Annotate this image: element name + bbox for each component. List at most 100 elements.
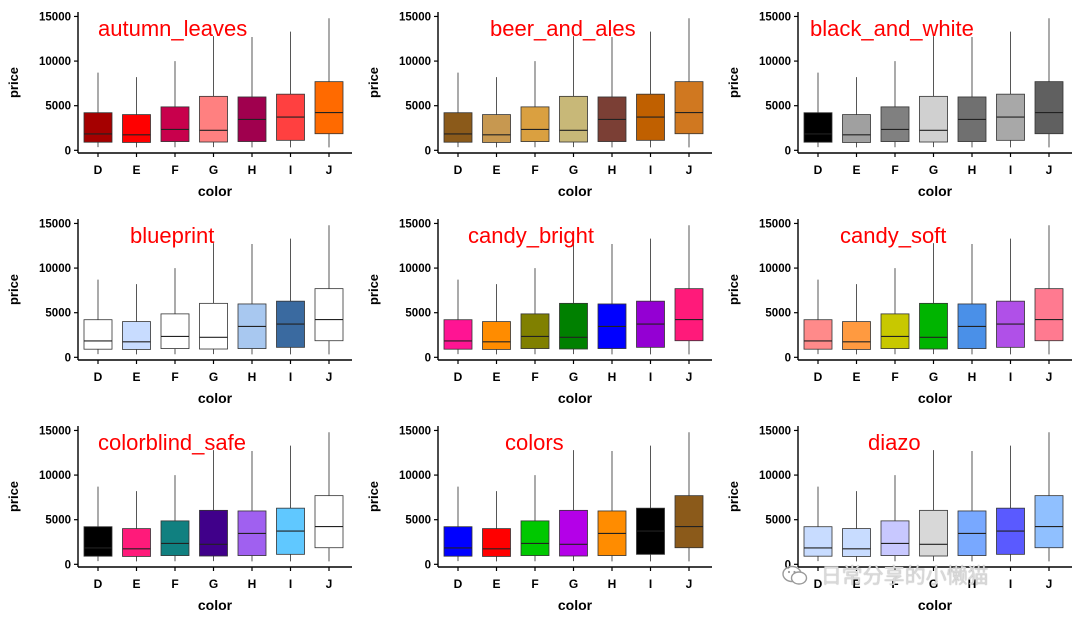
- box-F: [160, 520, 190, 556]
- box-G: [559, 509, 588, 557]
- y-tick-label: 5000: [45, 515, 71, 527]
- y-tick-label: 0: [65, 559, 71, 571]
- box-J: [1034, 495, 1064, 549]
- box-D: [83, 319, 113, 350]
- x-tick-label: E: [132, 163, 140, 177]
- x-axis-label: color: [198, 597, 233, 613]
- box-D: [803, 526, 833, 557]
- panel-title: autumn_leaves: [98, 16, 247, 41]
- y-tick-label: 0: [425, 352, 431, 364]
- x-tick-label: G: [929, 577, 938, 591]
- x-tick-label: I: [649, 577, 652, 591]
- box-D: [803, 112, 833, 143]
- x-tick-label: H: [968, 577, 977, 591]
- box-E: [122, 114, 151, 143]
- y-axis-label: price: [726, 67, 741, 98]
- y-tick-label: 10000: [759, 263, 791, 275]
- wechat-icon: [782, 565, 808, 585]
- y-tick-label: 5000: [765, 308, 791, 320]
- x-tick-label: H: [248, 577, 257, 591]
- y-tick-label: 0: [425, 559, 431, 571]
- y-tick-label: 5000: [45, 308, 71, 320]
- x-tick-label: D: [454, 163, 463, 177]
- x-tick-label: E: [852, 577, 860, 591]
- x-tick-label: D: [94, 577, 103, 591]
- x-axis-label: color: [918, 597, 953, 613]
- x-axis-label: color: [558, 183, 593, 199]
- y-axis-label: price: [366, 67, 381, 98]
- x-tick-label: J: [686, 370, 693, 384]
- box-G: [559, 95, 588, 143]
- box-G: [559, 302, 588, 350]
- box-E: [482, 114, 511, 143]
- x-tick-label: G: [569, 370, 578, 384]
- box-J: [1034, 288, 1064, 342]
- y-axis-label: price: [6, 274, 21, 305]
- x-tick-label: I: [289, 577, 292, 591]
- y-tick-label: 10000: [399, 470, 431, 482]
- x-tick-label: I: [1009, 370, 1012, 384]
- x-tick-label: H: [608, 370, 617, 384]
- y-tick-label: 10000: [399, 56, 431, 68]
- watermark: 日常分享的小懒猫: [782, 560, 1072, 588]
- box-F: [520, 313, 550, 349]
- x-tick-label: G: [569, 577, 578, 591]
- y-axis-label: price: [6, 67, 21, 98]
- x-tick-label: E: [492, 577, 500, 591]
- x-tick-label: F: [171, 163, 178, 177]
- y-tick-label: 10000: [39, 470, 71, 482]
- x-tick-label: J: [326, 577, 333, 591]
- y-tick-label: 5000: [765, 101, 791, 113]
- y-tick-label: 0: [785, 145, 791, 157]
- box-E: [122, 321, 151, 350]
- y-tick-label: 15000: [39, 11, 71, 23]
- box-E: [122, 528, 151, 557]
- x-axis-label: color: [198, 183, 233, 199]
- x-tick-label: G: [569, 163, 578, 177]
- x-tick-label: J: [1046, 370, 1053, 384]
- x-tick-label: F: [171, 370, 178, 384]
- box-G: [919, 95, 948, 143]
- box-G: [199, 302, 228, 350]
- x-tick-label: G: [209, 370, 218, 384]
- x-tick-label: I: [1009, 577, 1012, 591]
- y-axis-label: price: [6, 481, 21, 512]
- y-tick-label: 10000: [39, 56, 71, 68]
- x-tick-label: I: [289, 370, 292, 384]
- x-tick-label: E: [852, 163, 860, 177]
- box-D: [443, 112, 473, 143]
- x-axis-label: color: [558, 390, 593, 406]
- x-tick-label: J: [326, 163, 333, 177]
- x-tick-label: H: [608, 163, 617, 177]
- box-J: [674, 495, 704, 549]
- panel-title: colorblind_safe: [98, 430, 246, 455]
- panel-title: candy_soft: [840, 223, 946, 248]
- x-tick-label: J: [686, 577, 693, 591]
- y-tick-label: 15000: [399, 218, 431, 230]
- box-J: [674, 288, 704, 342]
- box-J: [314, 81, 344, 135]
- y-tick-label: 5000: [405, 515, 431, 527]
- x-tick-label: D: [454, 370, 463, 384]
- x-axis-label: color: [918, 390, 953, 406]
- box-J: [314, 288, 344, 342]
- box-E: [482, 321, 511, 350]
- box-F: [160, 313, 190, 349]
- x-tick-label: E: [492, 163, 500, 177]
- box-F: [880, 520, 910, 556]
- box-E: [842, 528, 871, 557]
- box-F: [880, 106, 910, 142]
- x-tick-label: D: [814, 577, 823, 591]
- box-D: [443, 319, 473, 350]
- y-tick-label: 15000: [399, 11, 431, 23]
- y-tick-label: 10000: [759, 470, 791, 482]
- panel-title: beer_and_ales: [490, 16, 636, 41]
- x-tick-label: G: [929, 370, 938, 384]
- x-tick-label: H: [248, 370, 257, 384]
- box-J: [1034, 81, 1064, 135]
- y-tick-label: 10000: [399, 263, 431, 275]
- box-G: [199, 509, 228, 557]
